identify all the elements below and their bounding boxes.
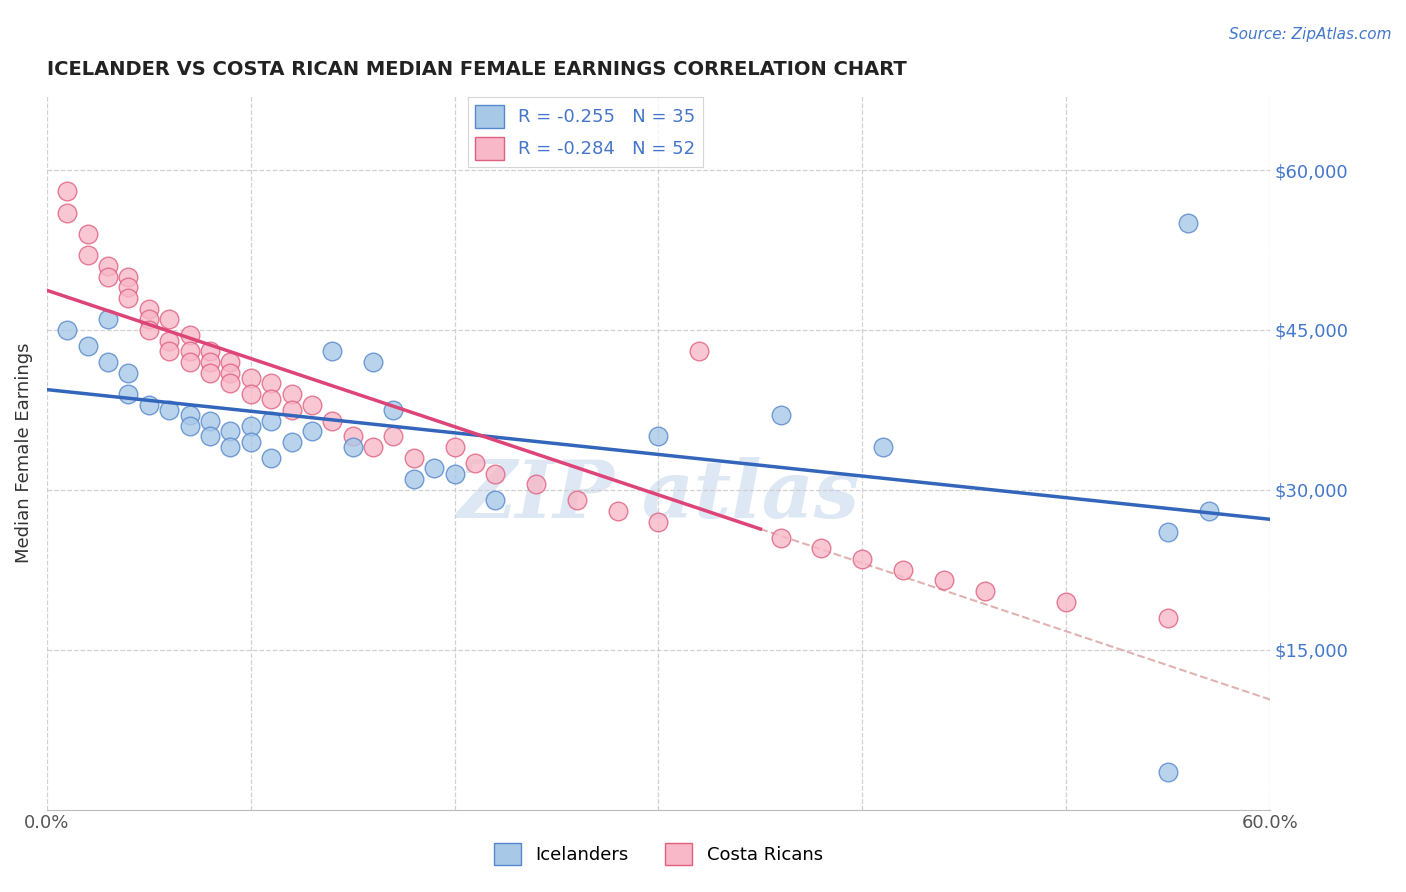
Point	[76, 227, 98, 241]
Point	[56, 205, 79, 219]
Text: ICELANDER VS COSTA RICAN MEDIAN FEMALE EARNINGS CORRELATION CHART: ICELANDER VS COSTA RICAN MEDIAN FEMALE E…	[46, 60, 907, 78]
Point	[179, 355, 201, 369]
Point	[219, 424, 242, 438]
Point	[443, 467, 465, 481]
Point	[647, 515, 669, 529]
Point	[56, 323, 79, 337]
Point	[138, 323, 160, 337]
Point	[260, 376, 283, 391]
Point	[1198, 504, 1220, 518]
Point	[239, 418, 262, 433]
Point	[198, 344, 221, 359]
Point	[198, 366, 221, 380]
Point	[382, 429, 405, 443]
Point	[1157, 765, 1180, 780]
Point	[321, 413, 343, 427]
Point	[810, 541, 832, 556]
Point	[179, 408, 201, 422]
Point	[97, 355, 120, 369]
Point	[851, 552, 873, 566]
Legend: R = -0.255   N = 35, R = -0.284   N = 52: R = -0.255 N = 35, R = -0.284 N = 52	[468, 97, 703, 167]
Point	[138, 312, 160, 326]
Point	[342, 440, 364, 454]
Point	[117, 291, 139, 305]
Point	[219, 366, 242, 380]
Point	[484, 467, 506, 481]
Point	[157, 312, 180, 326]
Point	[117, 387, 139, 401]
Point	[76, 248, 98, 262]
Point	[97, 269, 120, 284]
Point	[342, 429, 364, 443]
Point	[402, 472, 425, 486]
Point	[872, 440, 894, 454]
Text: ZIP atlas: ZIP atlas	[457, 457, 859, 534]
Point	[361, 440, 384, 454]
Point	[891, 563, 914, 577]
Point	[280, 434, 302, 449]
Point	[117, 366, 139, 380]
Point	[76, 339, 98, 353]
Point	[97, 312, 120, 326]
Point	[443, 440, 465, 454]
Point	[198, 355, 221, 369]
Point	[606, 504, 628, 518]
Point	[239, 434, 262, 449]
Point	[1177, 216, 1199, 230]
Point	[138, 301, 160, 316]
Point	[464, 456, 486, 470]
Point	[157, 402, 180, 417]
Point	[198, 413, 221, 427]
Point	[219, 355, 242, 369]
Point	[524, 477, 547, 491]
Point	[97, 259, 120, 273]
Point	[1157, 525, 1180, 540]
Point	[239, 387, 262, 401]
Point	[688, 344, 710, 359]
Point	[219, 376, 242, 391]
Point	[179, 344, 201, 359]
Point	[260, 392, 283, 407]
Point	[138, 398, 160, 412]
Point	[301, 398, 323, 412]
Point	[565, 493, 588, 508]
Point	[56, 185, 79, 199]
Point	[769, 408, 792, 422]
Point	[382, 402, 405, 417]
Point	[932, 574, 955, 588]
Point	[157, 334, 180, 348]
Point	[117, 269, 139, 284]
Point	[402, 450, 425, 465]
Point	[1054, 595, 1077, 609]
Point	[198, 429, 221, 443]
Point	[280, 387, 302, 401]
Point	[239, 371, 262, 385]
Point	[301, 424, 323, 438]
Point	[219, 440, 242, 454]
Point	[361, 355, 384, 369]
Point	[260, 450, 283, 465]
Point	[769, 531, 792, 545]
Point	[117, 280, 139, 294]
Point	[179, 418, 201, 433]
Text: Source: ZipAtlas.com: Source: ZipAtlas.com	[1229, 27, 1392, 42]
Point	[647, 429, 669, 443]
Y-axis label: Median Female Earnings: Median Female Earnings	[15, 343, 32, 563]
Point	[260, 413, 283, 427]
Point	[321, 344, 343, 359]
Point	[423, 461, 446, 475]
Point	[484, 493, 506, 508]
Point	[973, 584, 995, 599]
Point	[280, 402, 302, 417]
Point	[157, 344, 180, 359]
Point	[179, 328, 201, 343]
Point	[1157, 610, 1180, 624]
